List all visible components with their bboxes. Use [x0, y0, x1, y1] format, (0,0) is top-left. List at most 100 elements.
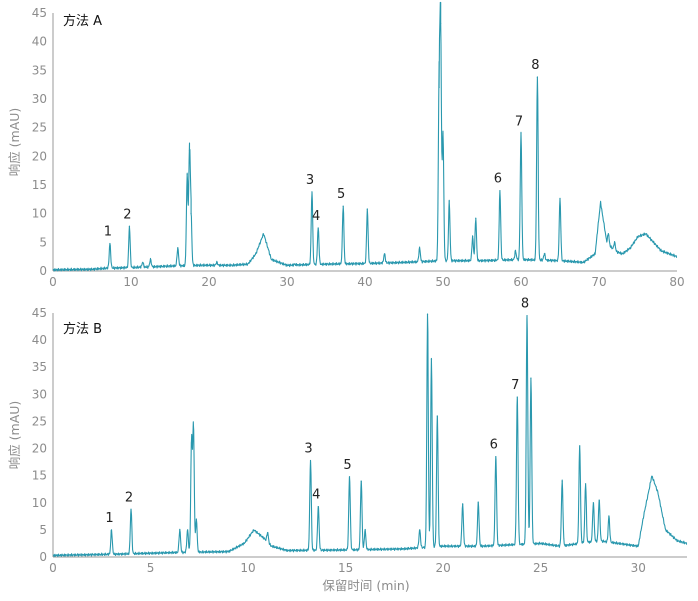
peak-label: 1 — [104, 224, 112, 239]
peak-point — [436, 415, 438, 417]
peak-point — [584, 483, 587, 485]
peak-point — [342, 205, 344, 207]
x-tick-label: 80 — [669, 275, 684, 289]
y-tick-label: 10 — [32, 496, 47, 510]
peak-label: 5 — [343, 458, 351, 473]
y-tick-label: 35 — [32, 63, 47, 77]
peak-label: 2 — [125, 490, 133, 505]
peak-point — [579, 445, 581, 447]
peak-point — [311, 191, 313, 193]
x-tick-label: 0 — [49, 275, 57, 289]
peak-point — [440, 22, 442, 24]
peak-point — [179, 529, 181, 531]
peak-point — [430, 358, 433, 360]
peak-point — [142, 261, 144, 263]
y-tick-label: 20 — [32, 442, 47, 456]
peak-point — [592, 502, 594, 504]
peak-label: 4 — [312, 488, 320, 503]
x-tick-label: 30 — [631, 561, 646, 575]
peak-point — [109, 242, 111, 245]
peak-label: 5 — [337, 187, 345, 202]
peak-point — [598, 499, 600, 501]
peak-label: 3 — [306, 173, 314, 188]
peak-label: 8 — [531, 58, 539, 73]
peak-point — [438, 86, 440, 89]
peak-label: 2 — [123, 207, 131, 222]
x-tick-label: 50 — [435, 275, 450, 289]
peak-point — [110, 529, 113, 531]
y-tick-label: 0 — [39, 550, 47, 564]
x-tick-label: 20 — [201, 275, 216, 289]
peak-point — [419, 247, 421, 249]
y-tick-label: 5 — [39, 235, 47, 249]
peak-point — [536, 76, 538, 78]
peak-point — [294, 263, 296, 265]
peak-point — [516, 396, 518, 398]
x-tick-label: 0 — [49, 561, 57, 575]
panel-title: 方法 B — [63, 321, 102, 337]
peak-point — [190, 439, 193, 442]
chromatogram-trace — [52, 313, 688, 558]
peak-label: 4 — [312, 209, 320, 224]
peak-point — [475, 217, 477, 219]
peak-point — [419, 529, 421, 531]
x-tick-label: 10 — [240, 561, 255, 575]
peak-label: 7 — [515, 114, 523, 129]
peak-point — [149, 258, 152, 261]
peak-point — [188, 150, 191, 152]
peak-point — [514, 250, 517, 252]
peak-label: 7 — [511, 378, 519, 393]
x-tick-label: 15 — [338, 561, 353, 575]
peak-point — [462, 503, 464, 506]
x-tick-label: 25 — [533, 561, 548, 575]
peak-point — [186, 174, 188, 176]
peak-point — [426, 313, 429, 315]
y-tick-label: 35 — [32, 360, 47, 374]
peak-point — [360, 480, 362, 482]
peak-point — [195, 518, 197, 520]
y-tick-label: 30 — [32, 92, 47, 106]
peak-point — [499, 190, 501, 192]
peak-point — [477, 502, 479, 504]
y-tick-label: 0 — [39, 264, 47, 278]
x-tick-label: 30 — [279, 275, 294, 289]
x-axis-title: 保留时间 (min) — [322, 578, 409, 593]
peak-label: 8 — [521, 297, 529, 312]
peak-point — [348, 476, 351, 478]
peak-point — [608, 515, 610, 517]
y-tick-label: 30 — [32, 387, 47, 401]
peak-point — [192, 426, 195, 428]
peak-point — [216, 261, 218, 263]
peak-label: 6 — [490, 438, 498, 453]
peak-point — [607, 233, 609, 235]
peak-point — [530, 377, 532, 379]
peak-point — [128, 225, 131, 227]
peak-point — [472, 236, 474, 238]
y-tick-label: 45 — [32, 306, 47, 320]
peak-point — [190, 213, 192, 215]
peak-point — [442, 132, 444, 134]
peak-label: 1 — [105, 511, 113, 526]
panel-title: 方法 A — [63, 13, 102, 29]
y-tick-label: 45 — [32, 6, 47, 20]
x-tick-label: 5 — [147, 561, 155, 575]
peak-label: 6 — [494, 172, 502, 187]
peak-point — [543, 253, 546, 255]
x-tick-label: 40 — [357, 275, 372, 289]
y-tick-label: 25 — [32, 121, 47, 135]
y-tick-label: 40 — [32, 35, 47, 49]
peak-point — [177, 247, 179, 249]
peak-point — [187, 529, 189, 531]
peak-point — [526, 315, 528, 317]
peak-point — [520, 132, 522, 134]
peak-point — [366, 208, 368, 210]
y-tick-label: 20 — [32, 149, 47, 163]
x-tick-label: 70 — [591, 275, 606, 289]
y-tick-label: 10 — [32, 207, 47, 221]
y-axis-title: 响应 (mAU) — [7, 401, 22, 470]
y-axis-title: 响应 (mAU) — [7, 108, 22, 177]
